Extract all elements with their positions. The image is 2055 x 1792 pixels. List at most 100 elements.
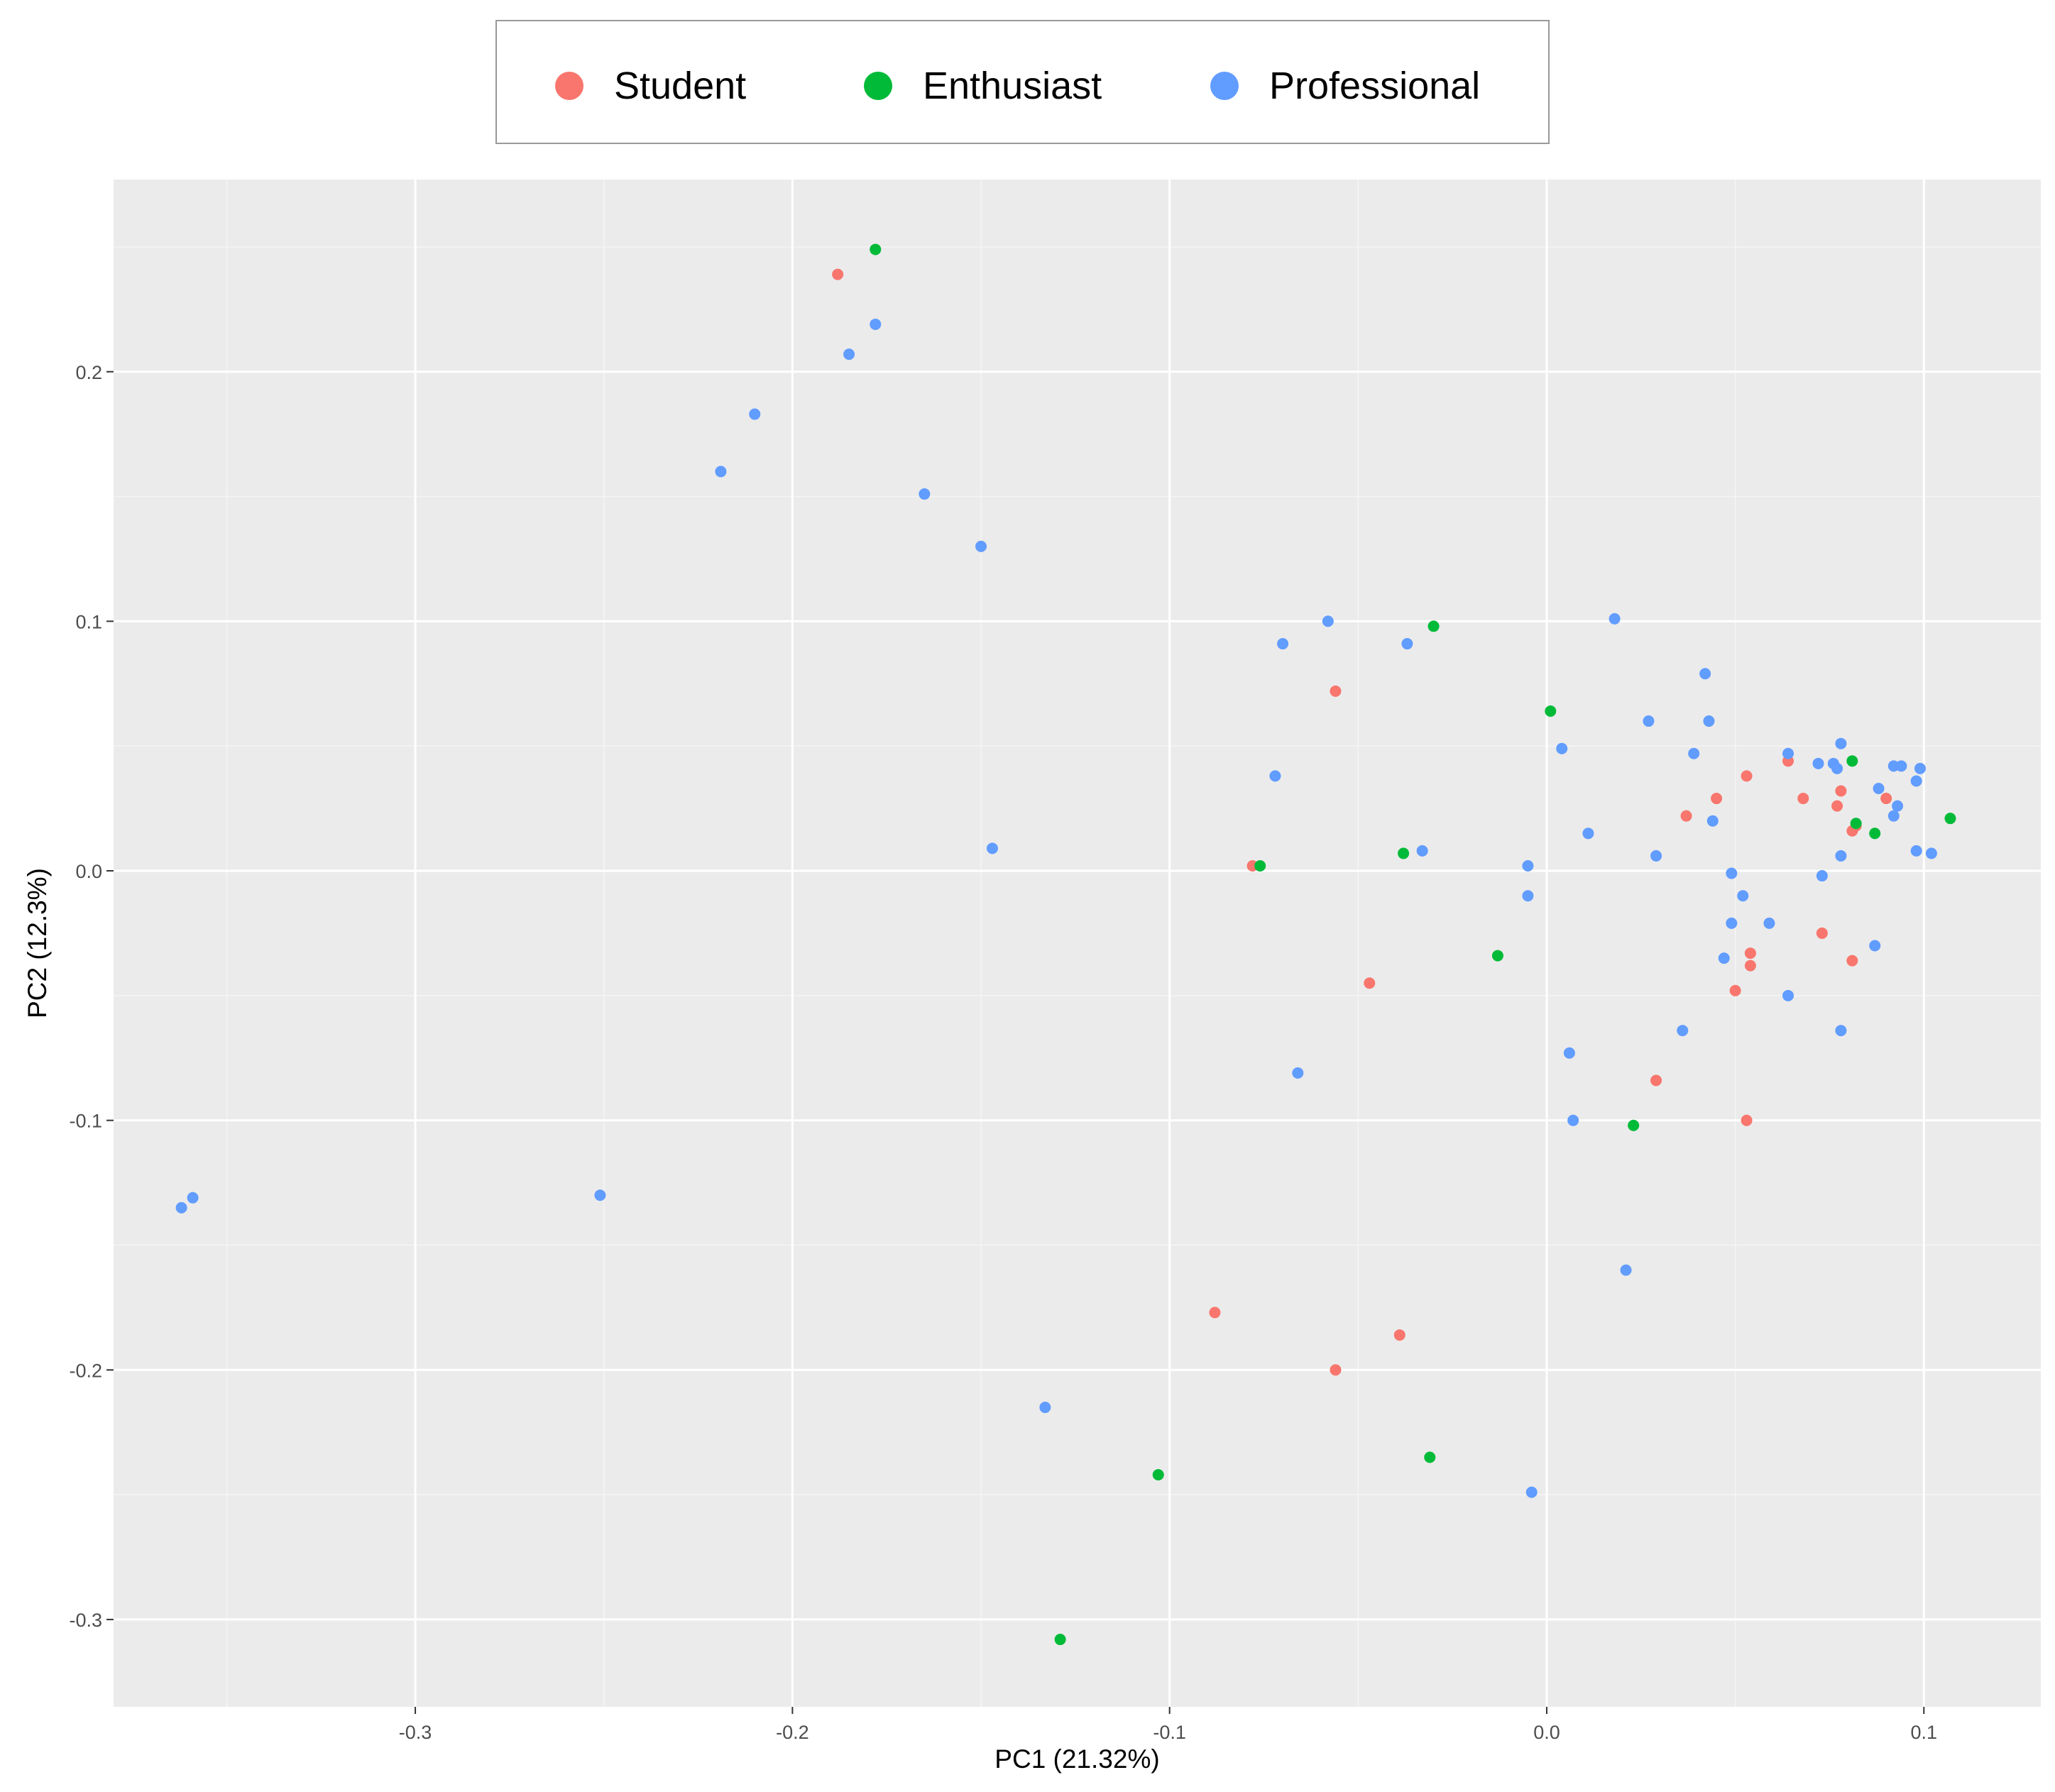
x-tick-label: 0.1: [1911, 1722, 1938, 1743]
point-professional: [1269, 770, 1281, 782]
point-professional: [1522, 890, 1534, 902]
y-tick-label: -0.1: [69, 1111, 102, 1132]
point-professional: [1706, 815, 1719, 827]
point-professional: [870, 318, 882, 330]
point-professional: [1718, 952, 1730, 964]
point-professional: [1277, 638, 1289, 650]
point-enthusiast: [1869, 828, 1881, 840]
point-student: [1680, 810, 1692, 822]
point-professional: [715, 466, 727, 478]
point-enthusiast: [1398, 847, 1410, 859]
point-professional: [1763, 917, 1775, 929]
legend: Student Enthusiast Professional: [495, 20, 1550, 144]
y-tick-label: -0.3: [69, 1610, 102, 1631]
y-tick-label: 0.0: [75, 861, 102, 882]
point-student: [1650, 1074, 1662, 1087]
data-points: [175, 243, 1956, 1646]
point-enthusiast: [1427, 620, 1440, 632]
point-professional: [1643, 715, 1655, 727]
point-professional: [1895, 760, 1907, 772]
y-tick-label: 0.2: [75, 362, 102, 383]
point-professional: [1873, 782, 1885, 794]
point-student: [1330, 1364, 1342, 1376]
point-professional: [1835, 737, 1847, 749]
grid-major: [114, 180, 2041, 1707]
point-professional: [1910, 845, 1922, 857]
point-professional: [1925, 847, 1937, 859]
point-enthusiast: [1628, 1119, 1640, 1131]
legend-key-professional: [1210, 72, 1239, 100]
point-student: [1835, 785, 1847, 797]
x-tick-label: -0.2: [776, 1722, 809, 1743]
point-student: [1393, 1329, 1405, 1341]
point-professional: [1914, 762, 1926, 774]
point-professional: [1677, 1025, 1689, 1037]
point-student: [1744, 960, 1756, 972]
point-professional: [1650, 850, 1662, 862]
y-tick-label: 0.1: [75, 611, 102, 632]
point-professional: [843, 348, 855, 361]
point-professional: [1563, 1047, 1575, 1059]
point-professional: [1292, 1067, 1304, 1079]
point-professional: [975, 540, 987, 552]
point-enthusiast: [870, 243, 882, 255]
point-student: [1831, 800, 1843, 812]
point-professional: [1522, 859, 1534, 872]
point-professional: [1737, 890, 1749, 902]
point-professional: [1609, 612, 1621, 625]
y-tick-label: -0.2: [69, 1360, 102, 1381]
point-professional: [1582, 828, 1594, 840]
point-enthusiast: [1254, 859, 1266, 872]
point-professional: [187, 1192, 199, 1204]
point-professional: [986, 842, 998, 854]
legend-label-enthusiast: Enthusiast: [923, 65, 1102, 107]
point-professional: [1525, 1486, 1538, 1498]
point-professional: [1556, 742, 1568, 754]
point-professional: [919, 488, 931, 500]
point-professional: [1812, 757, 1824, 769]
point-professional: [1831, 762, 1843, 774]
point-professional: [1869, 940, 1881, 952]
point-professional: [1892, 800, 1904, 812]
point-student: [1741, 1114, 1753, 1126]
y-axis-title: PC2 (12.3%): [23, 868, 52, 1018]
plot-panel: [114, 180, 2041, 1707]
point-enthusiast: [1424, 1451, 1436, 1463]
point-student: [1330, 685, 1342, 697]
point-enthusiast: [1846, 755, 1858, 767]
point-professional: [1620, 1264, 1632, 1276]
point-professional: [1910, 775, 1922, 787]
point-student: [832, 268, 844, 280]
point-professional: [1782, 989, 1794, 1001]
point-enthusiast: [1850, 818, 1862, 830]
y-axis: -0.3 -0.2 -0.1 0.0 0.1 0.2: [69, 362, 114, 1631]
point-professional: [1688, 747, 1700, 759]
point-student: [1846, 955, 1858, 967]
point-professional: [1699, 668, 1711, 680]
point-professional: [1039, 1402, 1051, 1414]
point-student: [1744, 947, 1756, 960]
point-enthusiast: [1491, 950, 1503, 962]
legend-key-student: [555, 72, 583, 100]
point-enthusiast: [1152, 1468, 1164, 1480]
point-professional: [1726, 917, 1738, 929]
point-professional: [175, 1202, 187, 1214]
point-student: [1741, 770, 1753, 782]
grid-minor: [114, 180, 2041, 1707]
point-professional: [1835, 850, 1847, 862]
point-professional: [1703, 715, 1715, 727]
point-student: [1209, 1307, 1221, 1319]
legend-key-enthusiast: [864, 72, 892, 100]
point-professional: [594, 1189, 606, 1202]
point-professional: [1322, 615, 1334, 627]
x-tick-label: -0.1: [1153, 1722, 1186, 1743]
x-axis-title: PC1 (21.32%): [994, 1744, 1159, 1774]
point-professional: [1416, 845, 1428, 857]
point-student: [1797, 793, 1809, 805]
legend-label-student: Student: [614, 65, 746, 107]
legend-box: [495, 20, 1550, 144]
point-student: [1711, 793, 1723, 805]
point-professional: [749, 408, 761, 420]
point-professional: [1835, 1025, 1847, 1037]
